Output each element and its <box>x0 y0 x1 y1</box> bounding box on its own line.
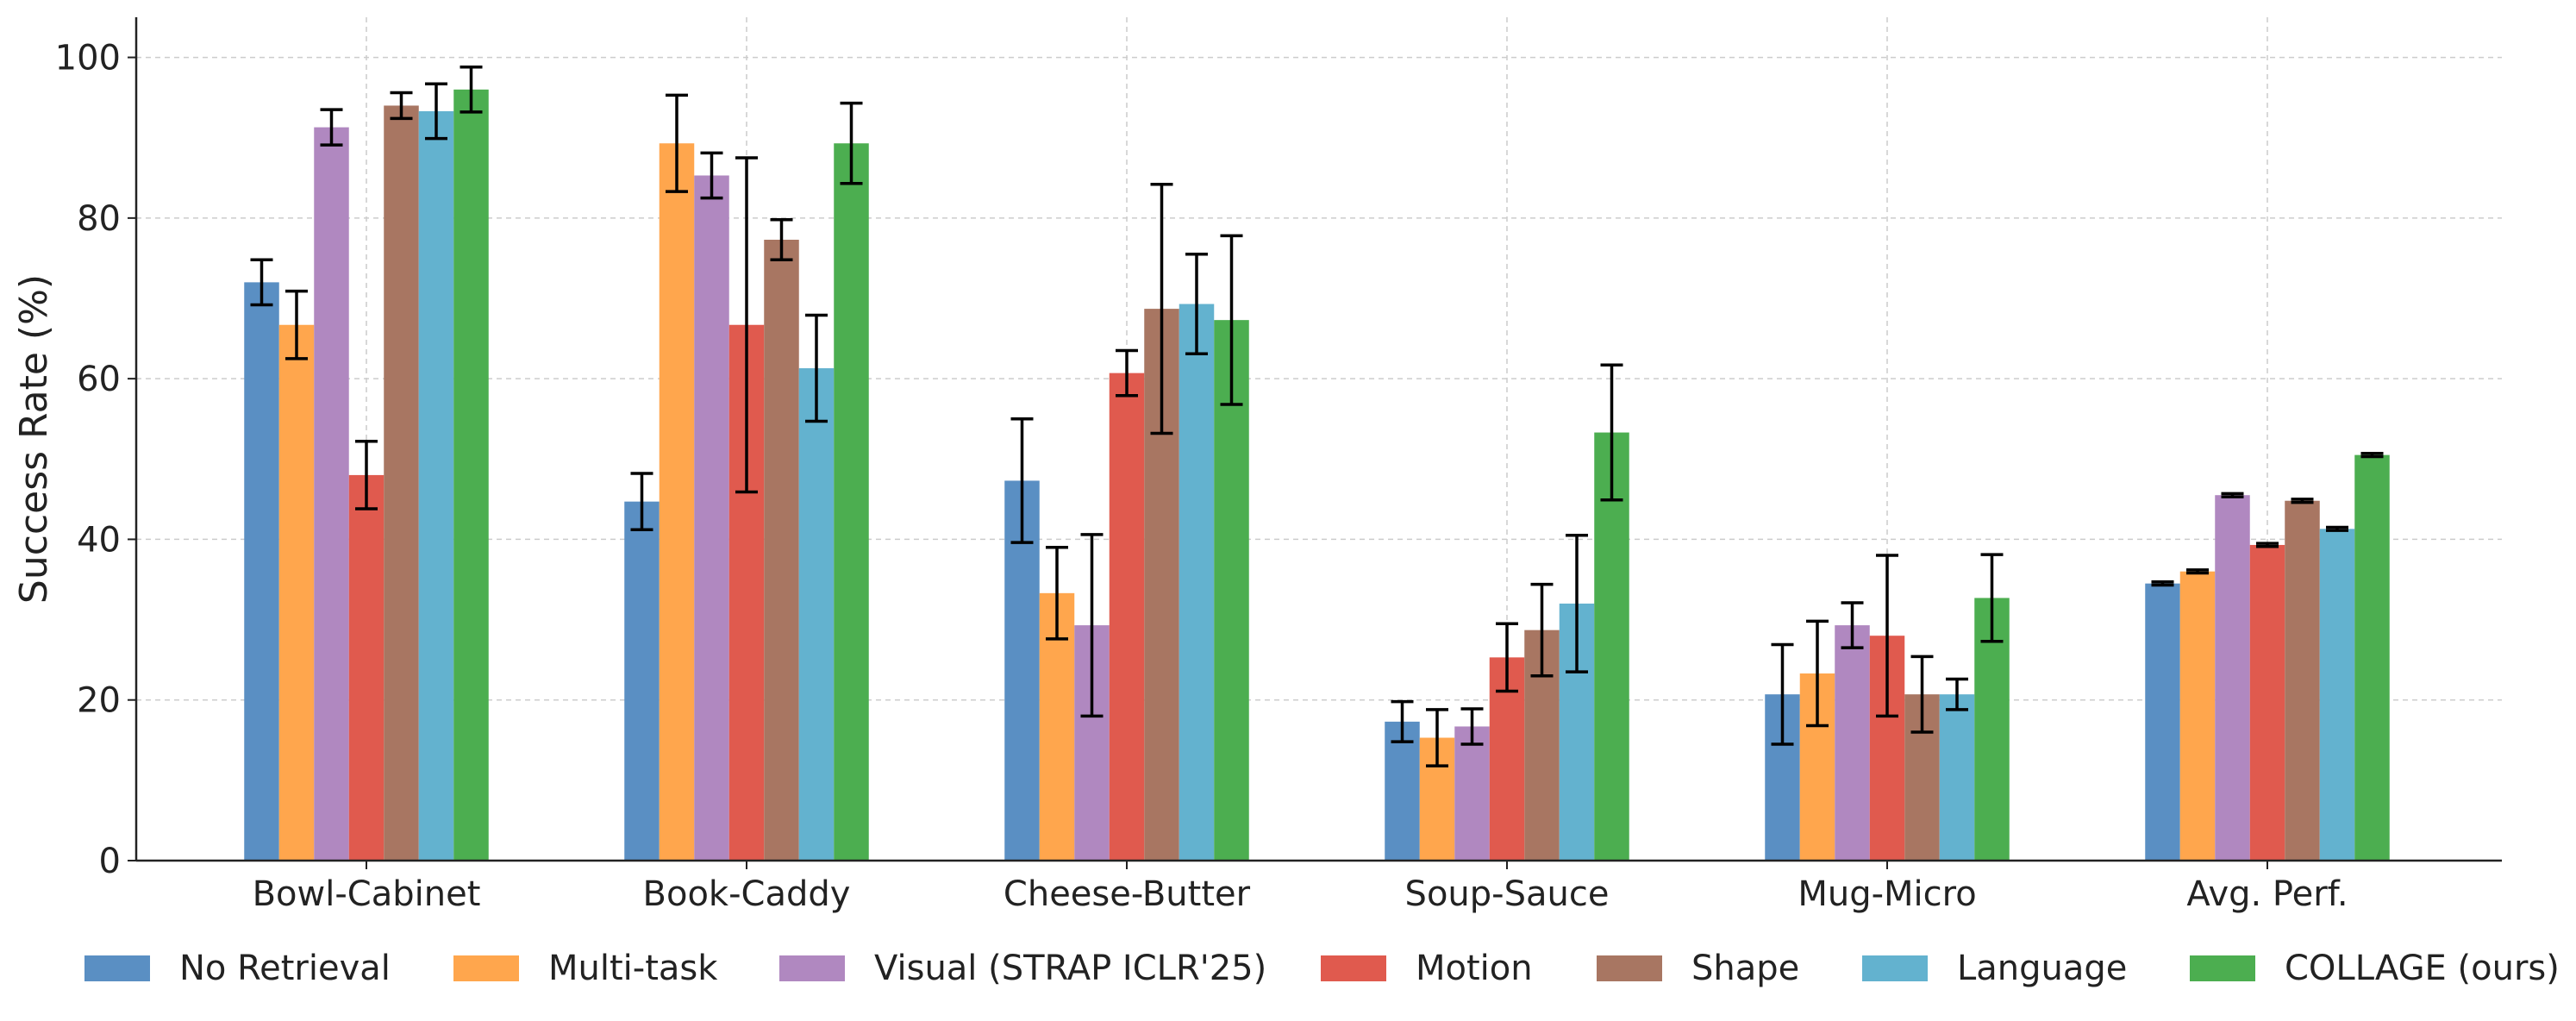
legend-swatch <box>453 955 519 981</box>
bar <box>418 110 454 861</box>
bar <box>1835 625 1870 861</box>
axes: 0 20 40 60 80 100 Bowl-Cabinet Book-Caddy Cheese… <box>55 17 2502 914</box>
bar <box>2179 571 2216 861</box>
bar <box>1214 320 1249 861</box>
bar <box>2215 495 2250 861</box>
bar <box>2249 544 2285 861</box>
legend-label: Language <box>1957 949 2127 988</box>
bar <box>624 501 660 861</box>
bar <box>1594 432 1629 861</box>
legend-item: Language <box>1862 949 2127 988</box>
legend-item: COLLAGE (ours) <box>2190 949 2560 988</box>
legend-label: Visual (STRAP ICLR'25) <box>874 949 1266 988</box>
legend-swatch <box>2190 955 2255 981</box>
legend-label: COLLAGE (ours) <box>2285 949 2560 988</box>
bar <box>2319 529 2355 861</box>
y-tick-label: 80 <box>77 199 121 239</box>
y-tick-label: 60 <box>77 360 121 399</box>
bar <box>453 89 489 861</box>
bars <box>244 89 2390 861</box>
legend-swatch <box>779 955 845 981</box>
legend: No Retrieval Multi-task Visual (STRAP ICLR… <box>84 949 2560 988</box>
x-tick-label: Avg. Perf. <box>2186 874 2348 914</box>
bar <box>834 143 869 861</box>
legend-item: Visual (STRAP ICLR'25) <box>779 949 1266 988</box>
error-bars <box>250 65 2384 767</box>
bar <box>2285 500 2320 861</box>
legend-item: No Retrieval <box>84 949 391 988</box>
bar <box>244 282 279 861</box>
bar <box>694 175 729 861</box>
legend-swatch <box>1597 955 1662 981</box>
bar <box>659 143 695 861</box>
bar <box>1939 694 1975 861</box>
y-tick-label: 40 <box>77 520 121 560</box>
y-tick-label: 20 <box>77 681 121 721</box>
x-tick-label: Bowl-Cabinet <box>253 874 481 914</box>
bar <box>2354 454 2390 861</box>
legend-swatch <box>84 955 150 981</box>
y-axis-label: Success Rate (%) <box>12 274 56 604</box>
legend-swatch <box>1321 955 1386 981</box>
x-tick-label: Soup-Sauce <box>1405 874 1610 914</box>
legend-label: Motion <box>1416 949 1533 988</box>
legend-swatch <box>1862 955 1928 981</box>
y-tick-label: 100 <box>55 39 121 78</box>
bar <box>2145 583 2180 861</box>
bar <box>278 324 315 861</box>
axis-labels: Success Rate (%) <box>12 274 56 604</box>
bar <box>348 474 385 861</box>
bar <box>1179 304 1215 861</box>
legend-item: Shape <box>1597 949 1799 988</box>
y-tick-label: 0 <box>99 842 121 881</box>
bar <box>764 240 799 861</box>
legend-label: No Retrieval <box>179 949 391 988</box>
legend-item: Multi-task <box>453 949 718 988</box>
bar <box>1385 721 1420 861</box>
bar <box>314 127 349 861</box>
bar <box>798 368 835 861</box>
bar <box>1454 726 1490 861</box>
legend-label: Multi-task <box>548 949 718 988</box>
bar <box>1109 373 1145 861</box>
bar <box>384 105 419 861</box>
legend-label: Shape <box>1691 949 1799 988</box>
x-tick-label: Book-Caddy <box>643 874 851 914</box>
legend-item: Motion <box>1321 949 1533 988</box>
x-tick-label: Mug-Micro <box>1798 874 1976 914</box>
x-tick-label: Cheese-Butter <box>1004 874 1251 914</box>
